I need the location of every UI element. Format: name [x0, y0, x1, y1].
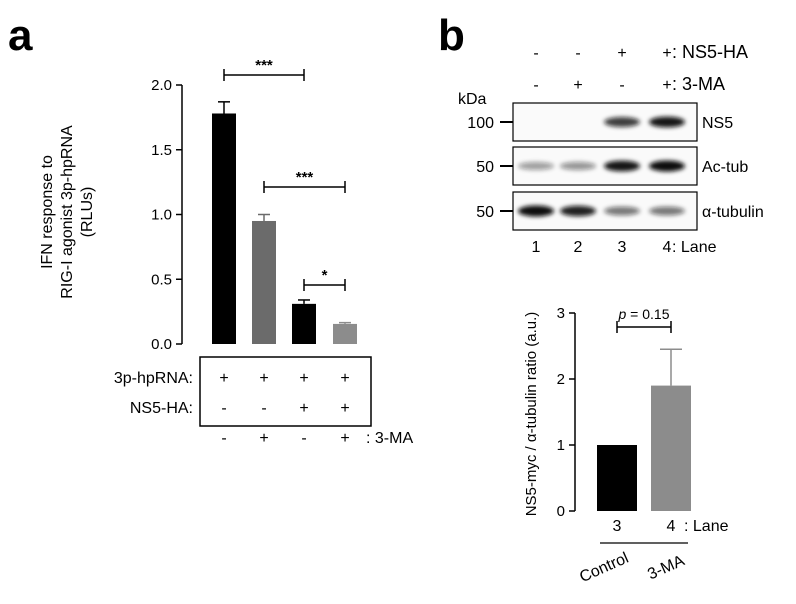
panel-b-western-blot: : NS5-HA : 3-MA kDa : Lane - - + + - + - +100 NS…: [458, 42, 764, 256]
blot-header-label-3-ma: : 3-MA: [672, 74, 725, 94]
panel-a-table-mark: +: [340, 370, 349, 387]
panel-b-ylabel: NS5-myc / α-tubulin ratio (a.u.): [523, 312, 540, 517]
blot-band: [560, 161, 596, 171]
panel-b-group-label-control: Control: [577, 550, 631, 587]
panel-a-y-tick-label: 0.5: [151, 271, 172, 288]
panel-b-group-label-3-ma: 3-MA: [645, 552, 687, 583]
panel-a-bar: [333, 323, 357, 344]
panel-b-bar: [651, 385, 691, 511]
panel-a-y-tick-label: 1.5: [151, 142, 172, 159]
blot-size-marker-label: 50: [476, 204, 494, 221]
panel-a-bar: [252, 220, 276, 344]
blot-band: [604, 160, 640, 172]
blot-lane-number: 1: [532, 239, 541, 256]
blot-band: [518, 162, 554, 170]
blot-header-mark: +: [662, 45, 671, 62]
panel-b-letter: b: [438, 11, 465, 60]
blot-kda-label: kDa: [458, 91, 487, 108]
panel-a-condition-table: 3p-hpRNA: NS5-HA: : 3-MA + + + + - - + + - + - +: [114, 356, 413, 447]
panel-a-y-tick-label: 0.0: [151, 336, 172, 353]
blot-header-mark: +: [617, 45, 626, 62]
panel-b-xlabel: : Lane: [684, 518, 729, 535]
blot-header-mark: -: [575, 45, 580, 62]
blot-header-mark: -: [533, 77, 538, 94]
blot-header-mark: +: [573, 77, 582, 94]
panel-a-table-mark: +: [259, 430, 268, 447]
blot-size-marker-label: 50: [476, 159, 494, 176]
panel-a-bar: [292, 303, 316, 344]
blot-band: [604, 206, 640, 216]
panel-a-ylabel-line-1: IFN response to: [39, 155, 56, 269]
panel-b-bar-chart: NS5-myc / α-tubulin ratio (a.u.) : Lane …: [523, 305, 729, 586]
table-row-label-3-ma: : 3-MA: [366, 430, 413, 447]
panel-a-y-tick-label: 1.0: [151, 207, 172, 224]
blot-lane-number: 2: [574, 239, 583, 256]
panel-a-y-tick-label: 2.0: [151, 77, 172, 94]
blot-header-mark: +: [662, 77, 671, 94]
panel-b-y-axis-title: NS5-myc / α-tubulin ratio (a.u.): [523, 312, 540, 517]
panel-b-x-tick-label: 4: [667, 518, 676, 535]
blot-band: [604, 117, 640, 127]
table-row-label-ns5-ha: NS5-HA:: [130, 400, 193, 417]
panel-b-y-tick-label: 3: [557, 305, 565, 322]
panel-b-y-tick-label: 2: [557, 371, 565, 388]
blot-size-marker-label: 100: [467, 115, 494, 132]
panel-b-x-tick-label: 3: [613, 518, 622, 535]
blot-lane-number: 4: [663, 239, 672, 256]
blot-header-mark: -: [619, 77, 624, 94]
panel-b-y-tick-label: 0: [557, 503, 565, 520]
panel-b-y-tick-label: 1: [557, 437, 565, 454]
blot-protein-label: α-tubulin: [702, 204, 764, 221]
blot-band: [649, 206, 685, 216]
panel-a-table-mark: -: [221, 400, 226, 417]
panel-a-ylabel-line-3: (RLUs): [79, 187, 96, 238]
panel-a-bar: [212, 113, 236, 345]
blot-band: [518, 205, 554, 217]
panel-a-table-mark: +: [340, 430, 349, 447]
panel-a-bar-chart: IFN response to RIG-I agonist 3p-hpRNA (…: [39, 57, 357, 353]
blot-band: [649, 160, 685, 172]
panel-a-table-mark: +: [299, 400, 308, 417]
blot-header-label-ns5-ha: : NS5-HA: [672, 42, 748, 62]
blot-protein-label: NS5: [702, 115, 733, 132]
panel-a-table-mark: +: [299, 370, 308, 387]
panel-a-table-mark: -: [301, 430, 306, 447]
blot-lane-number: 3: [618, 239, 627, 256]
panel-a-significance-label: ***: [255, 57, 273, 74]
blot-lane-label: : Lane: [672, 239, 717, 256]
panel-a-significance-label: *: [322, 267, 328, 284]
panel-a-significance-label: ***: [296, 169, 314, 186]
table-row-label-3p-hprna: 3p-hpRNA:: [114, 370, 193, 387]
blot-protein-label: Ac-tub: [702, 159, 748, 176]
panel-a-table-mark: +: [259, 370, 268, 387]
panel-a-ylabel-line-2: RIG-I agonist 3p-hpRNA: [59, 125, 76, 299]
panel-b-p-value-label: p = 0.15: [618, 306, 670, 322]
blot-band: [649, 116, 685, 128]
panel-a-letter: a: [8, 11, 33, 60]
panel-a-table-mark: +: [340, 400, 349, 417]
panel-a-y-axis-title: IFN response to RIG-I agonist 3p-hpRNA (…: [39, 125, 96, 299]
panel-b-bar: [597, 445, 637, 511]
panel-a-table-mark: +: [219, 370, 228, 387]
panel-a-table-mark: -: [261, 400, 266, 417]
panel-a-table-box: [199, 356, 372, 427]
panel-a-table-mark: -: [221, 430, 226, 447]
blot-band: [560, 205, 596, 217]
blot-header-mark: -: [533, 45, 538, 62]
